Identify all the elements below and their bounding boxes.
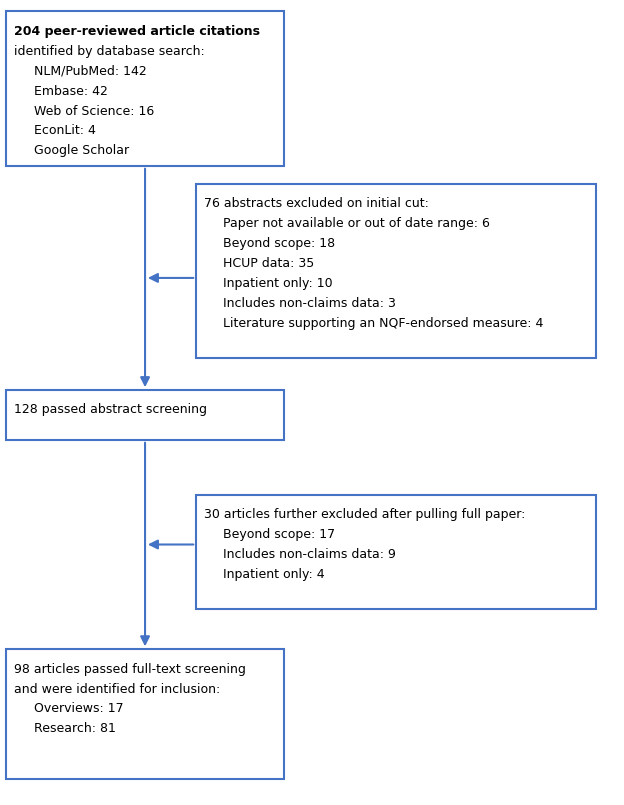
- Text: Inpatient only: 4: Inpatient only: 4: [223, 568, 325, 581]
- Text: 98 articles passed full-text screening: 98 articles passed full-text screening: [14, 663, 246, 675]
- Text: 204 peer-reviewed article citations: 204 peer-reviewed article citations: [14, 25, 260, 38]
- Text: NLM/PubMed: 142: NLM/PubMed: 142: [34, 64, 146, 77]
- Bar: [6, 390, 284, 440]
- Bar: [6, 11, 284, 166]
- Text: HCUP data: 35: HCUP data: 35: [223, 257, 314, 270]
- Text: Inpatient only: 10: Inpatient only: 10: [223, 277, 333, 290]
- Text: Beyond scope: 17: Beyond scope: 17: [223, 528, 336, 541]
- Text: Literature supporting an NQF-endorsed measure: 4: Literature supporting an NQF-endorsed me…: [223, 317, 544, 330]
- Bar: [196, 495, 595, 609]
- Text: Includes non-claims data: 3: Includes non-claims data: 3: [223, 297, 396, 310]
- Text: 76 abstracts excluded on initial cut:: 76 abstracts excluded on initial cut:: [204, 197, 429, 210]
- Text: EconLit: 4: EconLit: 4: [34, 125, 95, 138]
- Text: Overviews: 17: Overviews: 17: [34, 703, 123, 716]
- Text: 30 articles further excluded after pulling full paper:: 30 articles further excluded after pulli…: [204, 508, 525, 521]
- Text: 128 passed abstract screening: 128 passed abstract screening: [14, 403, 207, 416]
- Text: Web of Science: 16: Web of Science: 16: [34, 105, 154, 118]
- Bar: [6, 649, 284, 778]
- Text: Research: 81: Research: 81: [34, 722, 115, 736]
- Text: Includes non-claims data: 9: Includes non-claims data: 9: [223, 548, 396, 561]
- Text: Google Scholar: Google Scholar: [34, 144, 129, 157]
- Text: Paper not available or out of date range: 6: Paper not available or out of date range…: [223, 217, 490, 230]
- Bar: [196, 184, 595, 358]
- Text: and were identified for inclusion:: and were identified for inclusion:: [14, 683, 220, 696]
- Text: identified by database search:: identified by database search:: [14, 45, 205, 58]
- Text: Beyond scope: 18: Beyond scope: 18: [223, 237, 336, 250]
- Text: Embase: 42: Embase: 42: [34, 85, 107, 97]
